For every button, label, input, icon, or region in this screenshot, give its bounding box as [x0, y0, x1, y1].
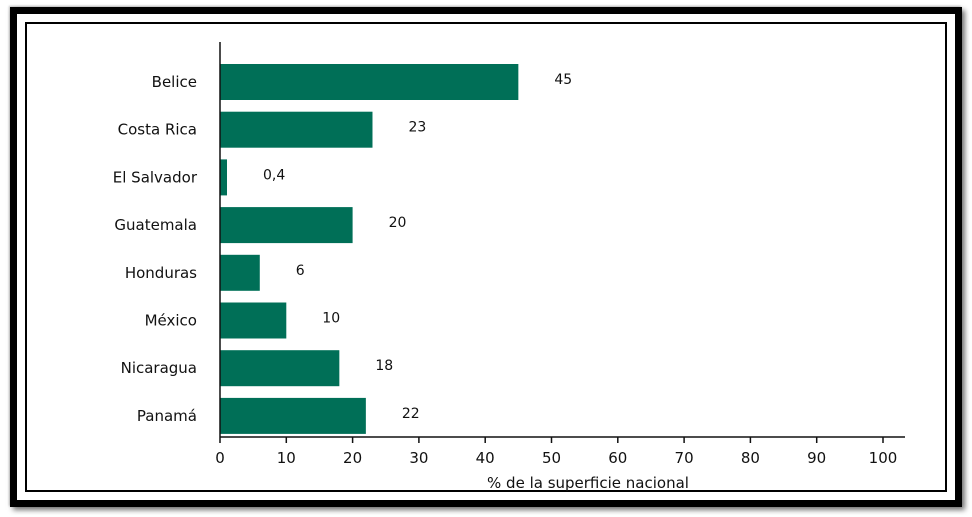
x-tick-label: 70	[675, 449, 694, 467]
value-label: 0,4	[263, 167, 285, 183]
value-label: 20	[389, 215, 407, 231]
value-label: 18	[375, 358, 393, 374]
x-tick-label: 30	[409, 449, 428, 467]
bars-layer	[220, 64, 519, 434]
bar-4	[220, 254, 260, 291]
value-label: 23	[408, 120, 426, 136]
x-tick-label: 60	[608, 449, 627, 467]
bar-6	[220, 350, 340, 387]
category-label: El Salvador	[113, 168, 198, 186]
x-tick-label: 50	[542, 449, 561, 467]
bar-5	[220, 302, 287, 339]
x-tick-label: 80	[741, 449, 760, 467]
labels-layer: Belice 45 Costa Rica 23 El Salvador 0,4 Guatem…	[113, 72, 572, 425]
bar-0	[220, 64, 519, 100]
x-ticks-layer: 0 10 20 30 40 50 60 70 80 90 100	[215, 437, 897, 467]
x-tick-label: 20	[343, 449, 362, 467]
x-tick-label: 100	[869, 449, 898, 467]
value-label: 45	[554, 72, 572, 88]
value-label: 6	[296, 263, 305, 279]
x-tick-label: 10	[277, 449, 296, 467]
category-label: Panamá	[137, 407, 197, 425]
x-tick-label: 0	[215, 449, 225, 467]
category-label: México	[145, 312, 197, 330]
category-label: Nicaragua	[121, 359, 197, 377]
bar-7	[220, 397, 366, 434]
category-label: Honduras	[125, 264, 197, 282]
category-label: Guatemala	[114, 216, 197, 234]
category-label: Costa Rica	[118, 121, 197, 139]
x-tick-label: 90	[807, 449, 826, 467]
value-label: 22	[402, 406, 420, 422]
value-label: 10	[322, 311, 340, 327]
inner-border	[25, 22, 947, 492]
bar-3	[220, 207, 353, 244]
bar-2	[220, 159, 227, 196]
bar-1	[220, 111, 373, 148]
x-tick-label: 40	[476, 449, 495, 467]
x-axis-label: % de la superficie nacional	[487, 474, 689, 492]
category-label: Belice	[152, 73, 197, 91]
